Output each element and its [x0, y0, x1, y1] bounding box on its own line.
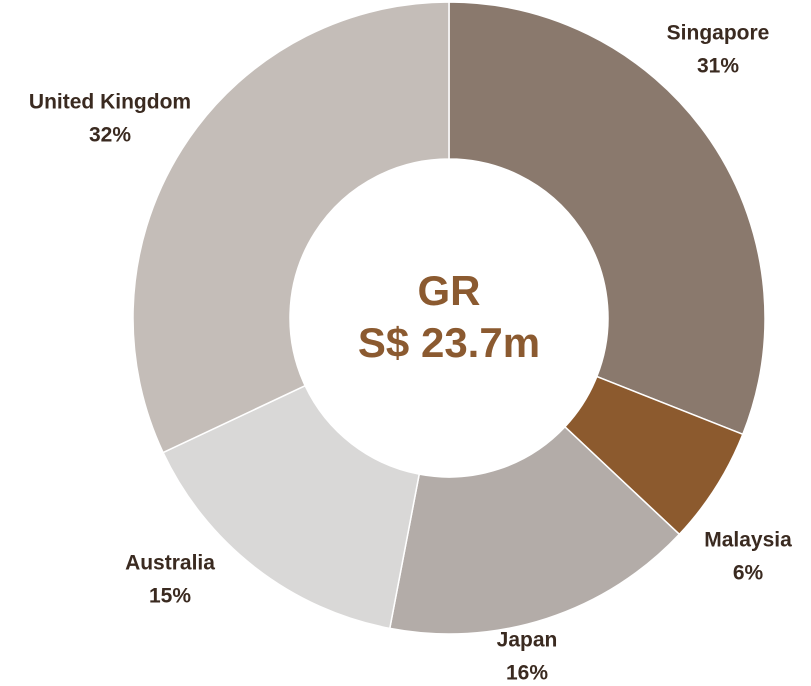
donut-slice: [448, 1, 766, 436]
slice-label: Japan: [497, 629, 558, 652]
slice-label: United Kingdom: [29, 91, 191, 114]
slice-value-label: 6%: [733, 562, 764, 585]
slice-label: Malaysia: [704, 529, 792, 552]
slice-value-label: 16%: [506, 662, 548, 685]
donut-slice: [162, 384, 421, 630]
donut-slice: [388, 425, 681, 635]
chart-subtitle: S$ 23.7m: [358, 319, 540, 366]
chart-title: GR: [418, 267, 481, 314]
donut-slice: [132, 1, 450, 454]
slice-value-label: 32%: [89, 124, 131, 147]
slice-value-label: 15%: [149, 585, 191, 608]
slice-value-label: 31%: [697, 55, 739, 78]
slice-label: Singapore: [667, 22, 770, 45]
slice-label: Australia: [125, 552, 215, 575]
